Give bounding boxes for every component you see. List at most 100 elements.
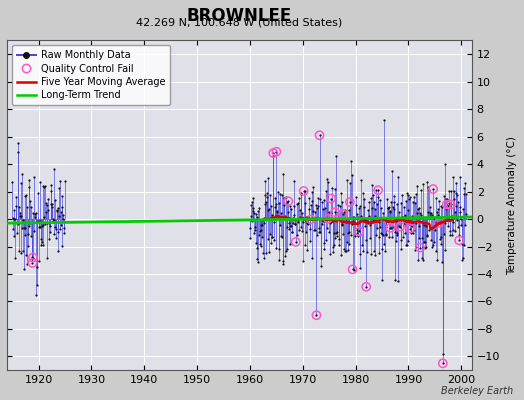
Point [374, 187, 383, 193]
Point [353, 211, 361, 217]
Point [385, 234, 393, 240]
Point [410, 247, 419, 254]
Point [400, 204, 408, 210]
Point [378, 230, 386, 237]
Point [443, 202, 452, 209]
Point [341, 248, 350, 254]
Point [449, 227, 457, 233]
Point [417, 187, 425, 193]
Point [450, 196, 458, 202]
Point [355, 228, 363, 235]
Point [435, 220, 443, 226]
Point [336, 217, 344, 224]
Point [411, 200, 419, 206]
Point [258, 234, 266, 240]
Point [460, 191, 468, 198]
Point [53, 207, 61, 214]
Point [335, 241, 344, 248]
Point [296, 214, 304, 220]
Point [393, 230, 401, 236]
Point [397, 200, 406, 206]
Point [326, 251, 334, 257]
Point [417, 212, 425, 218]
Point [444, 200, 453, 206]
Point [320, 196, 329, 203]
Point [457, 241, 466, 247]
Point [308, 198, 316, 204]
Point [291, 239, 300, 245]
Point [325, 220, 334, 226]
Point [354, 233, 362, 240]
Point [327, 219, 335, 226]
Point [262, 199, 270, 206]
Point [371, 213, 379, 219]
Point [54, 205, 62, 212]
Point [297, 224, 305, 230]
Point [279, 170, 287, 177]
Point [359, 190, 367, 196]
Point [283, 198, 291, 205]
Point [440, 220, 449, 226]
Point [41, 183, 49, 189]
Point [272, 201, 280, 208]
Point [367, 194, 375, 201]
Point [369, 198, 378, 205]
Point [256, 228, 264, 234]
Point [399, 214, 407, 220]
Point [423, 233, 432, 240]
Point [388, 204, 397, 210]
Point [276, 222, 284, 228]
Point [434, 206, 443, 212]
Point [372, 231, 380, 238]
Point [30, 174, 38, 180]
Point [307, 216, 315, 223]
Point [300, 216, 308, 222]
Point [429, 186, 438, 192]
Point [269, 153, 277, 159]
Point [311, 209, 319, 216]
Point [411, 191, 420, 197]
Point [452, 203, 461, 210]
Point [356, 251, 365, 257]
Point [49, 216, 57, 222]
Point [372, 252, 380, 258]
Point [354, 214, 363, 220]
Point [342, 219, 351, 225]
Point [347, 158, 355, 164]
Point [421, 244, 429, 251]
Point [14, 221, 23, 228]
Point [287, 222, 295, 229]
Point [38, 242, 47, 248]
Point [304, 220, 312, 226]
Point [269, 236, 278, 243]
Point [40, 184, 49, 191]
Point [431, 219, 440, 225]
Point [331, 209, 339, 216]
Point [378, 246, 387, 253]
Point [402, 190, 411, 196]
Point [270, 195, 279, 201]
Point [26, 197, 34, 204]
Point [324, 216, 332, 222]
Point [363, 217, 372, 224]
Point [294, 227, 303, 234]
Point [413, 182, 421, 189]
Point [253, 214, 261, 220]
Point [28, 260, 37, 266]
Point [416, 209, 424, 216]
Point [406, 194, 414, 200]
Point [45, 236, 53, 242]
Point [361, 196, 369, 202]
Point [29, 210, 38, 216]
Point [249, 195, 258, 201]
Point [455, 237, 463, 244]
Point [395, 209, 403, 215]
Point [300, 200, 309, 206]
Point [43, 255, 51, 261]
Point [19, 225, 28, 231]
Point [447, 188, 455, 194]
Point [35, 258, 43, 264]
Point [396, 246, 405, 252]
Point [438, 202, 446, 209]
Point [311, 202, 320, 208]
